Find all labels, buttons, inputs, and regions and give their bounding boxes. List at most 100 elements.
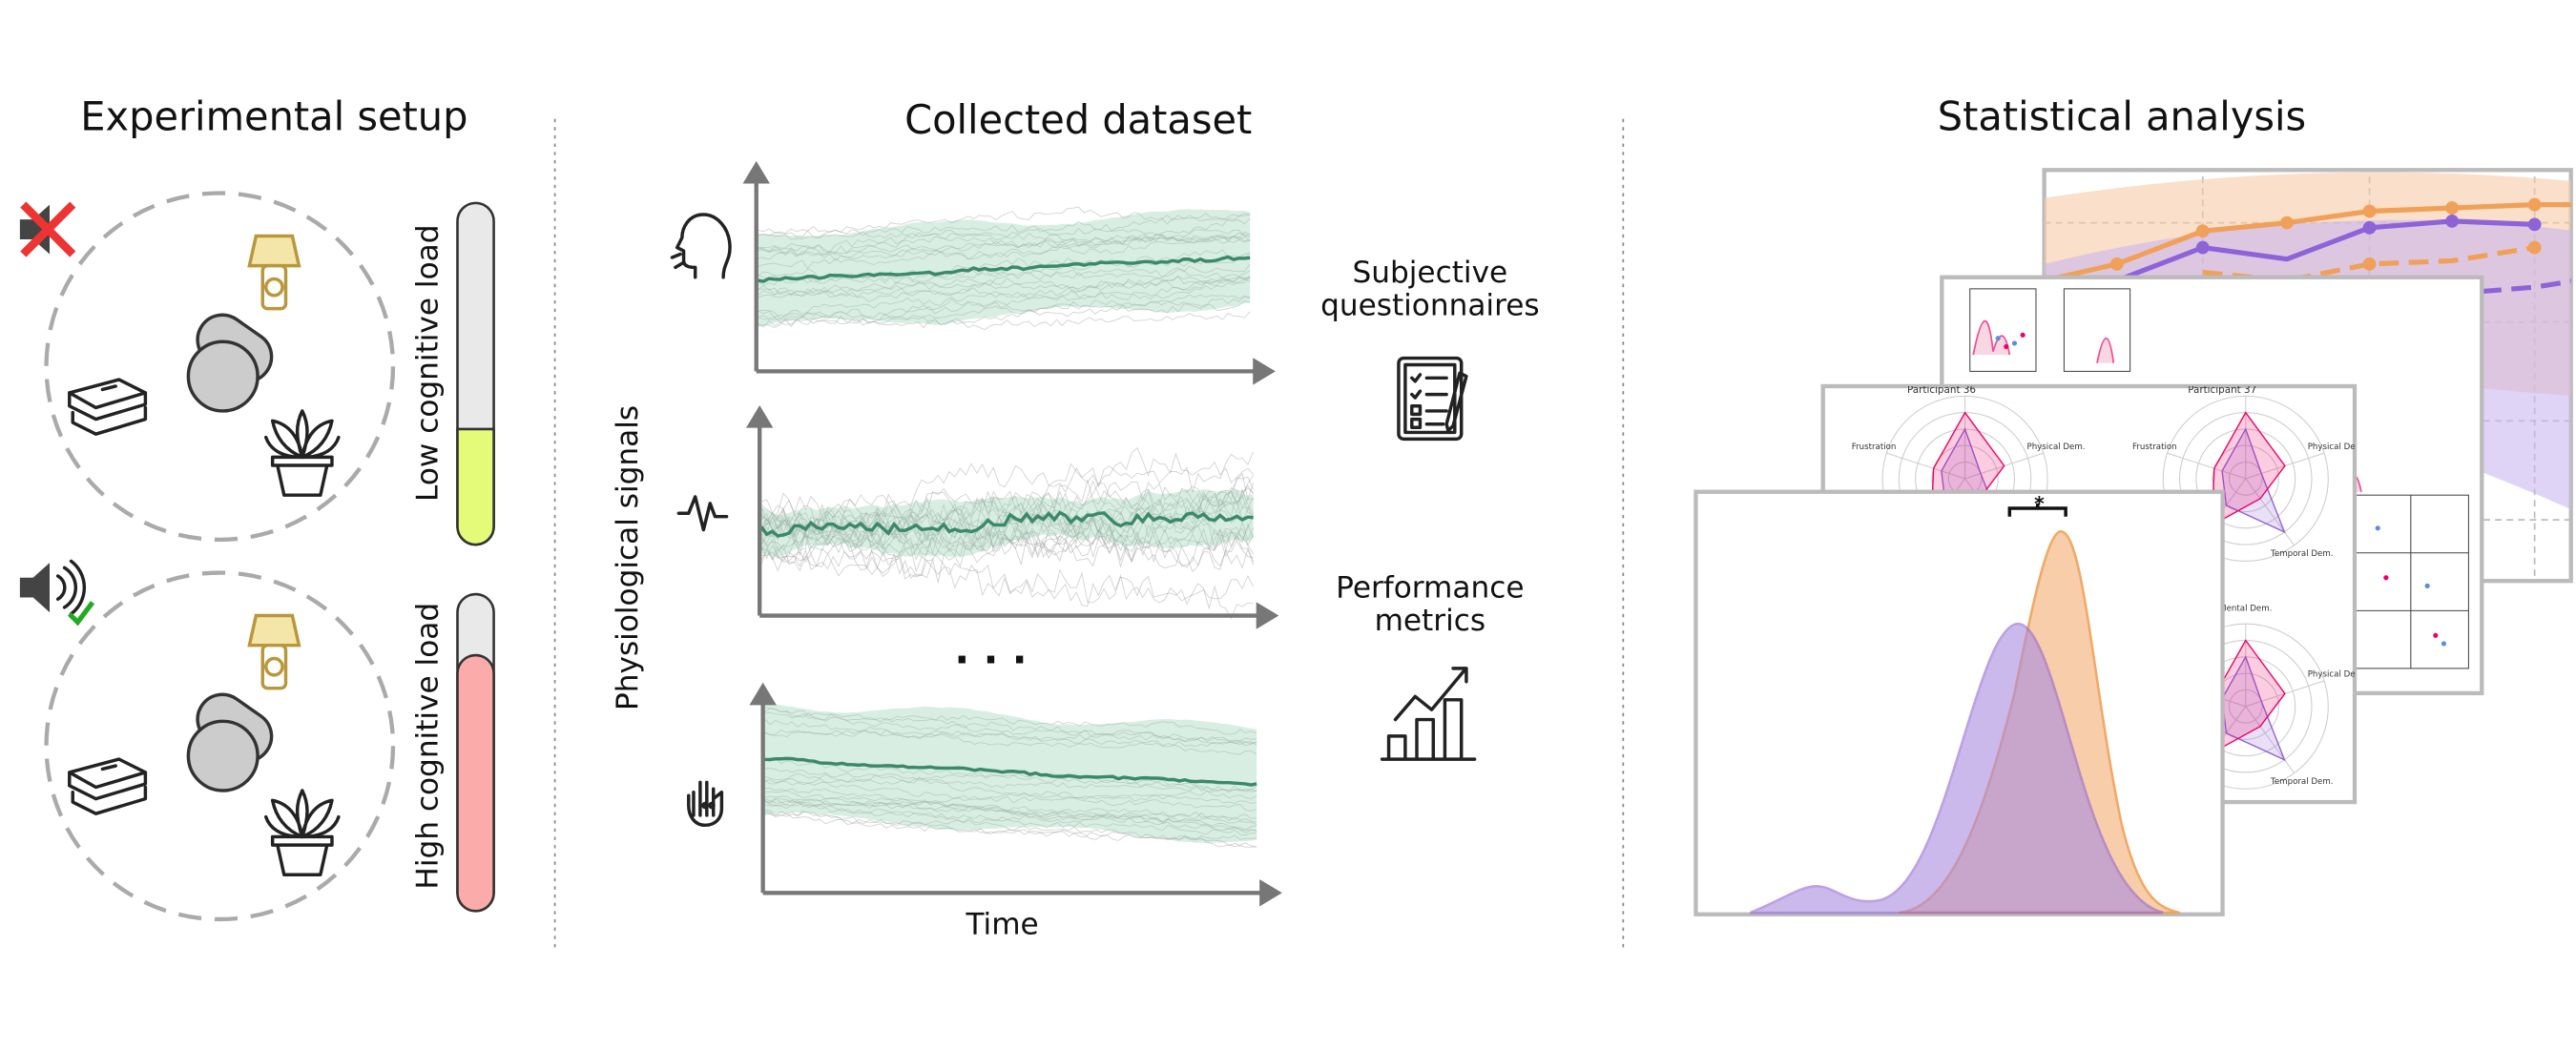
radar-title: Participant 37	[2188, 384, 2256, 396]
modality-icons	[670, 213, 732, 828]
trace	[764, 799, 1257, 823]
questionnaire-icon	[1397, 356, 1468, 442]
trace	[764, 798, 1257, 831]
dividers	[553, 118, 1625, 953]
trace	[758, 249, 1251, 284]
trace	[760, 534, 1254, 620]
band	[760, 489, 1254, 558]
trace	[764, 797, 1257, 833]
trace	[764, 798, 1257, 820]
trace	[760, 493, 1255, 544]
trace	[758, 232, 1251, 260]
trace	[758, 277, 1251, 319]
trace	[760, 479, 1254, 540]
trace	[758, 217, 1251, 241]
speaker-muted	[19, 201, 76, 257]
trace	[764, 811, 1257, 841]
trace	[760, 446, 1254, 533]
radar-axis-label: Physical Dem.	[2308, 670, 2366, 680]
radar-title: Participant 36	[1907, 384, 1976, 396]
radar-axis-label: Frustration	[1852, 442, 1897, 452]
section-title: Experimental setup	[80, 93, 467, 140]
trace	[758, 230, 1251, 253]
mean-line	[764, 756, 1257, 787]
trace	[764, 768, 1257, 792]
trace	[764, 809, 1257, 848]
section-titles: Experimental setup Collected dataset Sta…	[80, 93, 2306, 143]
y-label: Physiological signals	[611, 405, 645, 710]
radar-spoke	[1886, 452, 1965, 480]
axes	[742, 160, 1282, 907]
trace	[758, 213, 1251, 238]
condition-label: High cognitive load	[411, 603, 446, 890]
trace	[764, 707, 1257, 735]
room	[47, 573, 393, 919]
trace	[764, 779, 1257, 812]
radar-area	[2221, 655, 2286, 762]
trace	[760, 528, 1254, 573]
trace	[764, 718, 1257, 755]
trace	[758, 311, 1251, 331]
trace	[764, 757, 1257, 793]
trace	[758, 234, 1251, 257]
trace	[760, 484, 1255, 555]
trace	[764, 777, 1257, 804]
trace	[758, 296, 1251, 325]
radar-axis-label: Physical Dem.	[2027, 442, 2086, 452]
trace	[764, 790, 1257, 832]
load-bars	[456, 201, 495, 913]
output-label: questionnaires	[1320, 289, 1540, 323]
card-density: *	[1693, 489, 2225, 916]
trace	[764, 802, 1257, 836]
trace	[764, 811, 1257, 848]
trace	[760, 490, 1255, 542]
radar-axis-label: Frustration	[2132, 442, 2177, 452]
trace	[758, 277, 1251, 319]
trace	[758, 229, 1251, 261]
speaker-on	[19, 559, 95, 627]
x-label: Time	[965, 908, 1038, 942]
trace	[758, 299, 1251, 326]
trace	[760, 489, 1254, 550]
trace	[760, 512, 1255, 563]
trace	[764, 795, 1257, 826]
trace	[760, 515, 1255, 563]
significance-marker: *	[2034, 492, 2045, 515]
trace	[758, 276, 1251, 302]
radar-area	[2211, 411, 2286, 527]
trace	[760, 487, 1255, 541]
radar-axis-label: Physical Dem.	[2308, 442, 2366, 452]
trace	[764, 788, 1257, 803]
trace	[760, 475, 1255, 549]
trace	[760, 515, 1255, 584]
trace	[760, 504, 1255, 567]
trace	[764, 712, 1257, 747]
mean-line	[759, 510, 1254, 538]
ellipsis: . . .	[954, 627, 1027, 673]
trace	[758, 294, 1251, 328]
trace	[764, 772, 1257, 792]
trace	[764, 726, 1257, 743]
radar-spoke	[2167, 452, 2246, 480]
signals	[758, 206, 1257, 848]
radar-axis-label: Temporal Dem.	[2270, 549, 2333, 559]
trace	[758, 206, 1251, 234]
radar-axis-label: Temporal Dem.	[2270, 777, 2333, 787]
section-title: Statistical analysis	[1938, 93, 2306, 140]
trace	[758, 275, 1251, 298]
trace	[760, 476, 1255, 572]
output-label: Subjective	[1353, 256, 1508, 290]
room	[44, 191, 396, 543]
trace	[760, 538, 1255, 604]
radar-spoke	[2245, 706, 2296, 774]
trace	[758, 263, 1251, 296]
trace	[764, 708, 1257, 745]
trace	[758, 276, 1251, 297]
trace	[760, 451, 1255, 535]
trace	[760, 505, 1255, 569]
trace	[758, 266, 1251, 286]
trace	[758, 235, 1251, 255]
output-label: Performance	[1336, 570, 1524, 605]
